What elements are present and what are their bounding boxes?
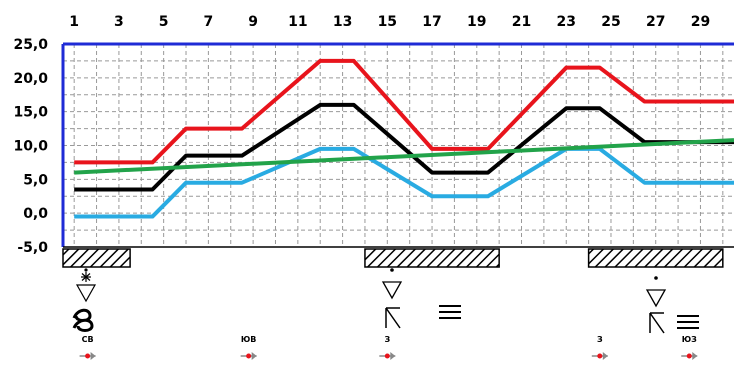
drifting-snow-icon (72, 308, 94, 332)
x-tick-label: 7 (204, 14, 214, 30)
y-tick-label: 20,0 (13, 71, 48, 87)
wind-arrow-icon (379, 352, 396, 360)
x-tick-label: 13 (333, 14, 352, 30)
x-tick-labels: 1 3 5 7 9 11 13 15 17 19 21 23 25 27 29 (69, 14, 710, 30)
wind-arrow-icon (79, 352, 96, 360)
x-tick-label: 1 (69, 14, 79, 30)
wind-indicators: СВ ЮВ З З ЮЗ (79, 335, 698, 360)
x-tick-label: 17 (422, 14, 441, 30)
x-tick-label: 23 (557, 14, 576, 30)
x-tick-label: 3 (114, 14, 124, 30)
precipitation-bars (62, 248, 724, 268)
fog-icon (439, 305, 461, 319)
x-tick-label: 15 (378, 14, 397, 30)
y-tick-label: 0,0 (23, 206, 48, 222)
wind-arrow-icon (681, 352, 698, 360)
x-tick-label: 5 (159, 14, 169, 30)
thunderstorm-icon (649, 312, 665, 334)
precipitation-bar (364, 248, 500, 268)
y-tick-label: 25,0 (13, 37, 48, 53)
precipitation-bar (587, 248, 724, 268)
y-tick-labels: 25,0 20,0 15,0 10,0 5,0 0,0 -5,0 (13, 37, 48, 256)
axes (61, 42, 734, 248)
snow-shower-icon (381, 268, 403, 300)
series-lines (74, 58, 734, 219)
snow-shower-icon (645, 276, 667, 308)
x-tick-label: 9 (248, 14, 258, 30)
wind-arrow-icon (591, 352, 608, 360)
x-tick-label: 29 (691, 14, 710, 30)
wind-direction-label: З (384, 335, 390, 344)
y-tick-label: 5,0 (23, 172, 48, 188)
thunderstorm-icon (385, 307, 401, 329)
wind-direction-label: З (597, 335, 603, 344)
wind-arrow-icon (240, 352, 257, 360)
series-line (74, 102, 734, 192)
wind-direction-label: ЮЗ (682, 335, 697, 344)
snow-shower-icon (75, 268, 97, 303)
series-line (74, 138, 734, 175)
precipitation-bar (62, 248, 131, 268)
fog-icon (677, 315, 699, 329)
series-line (74, 58, 734, 165)
y-tick-label: 10,0 (13, 139, 48, 155)
x-tick-label: 21 (512, 14, 531, 30)
x-tick-label: 25 (601, 14, 620, 30)
y-tick-label: -5,0 (17, 240, 48, 256)
wind-direction-label: СВ (82, 335, 94, 344)
wind-direction-label: ЮВ (241, 335, 257, 344)
x-tick-label: 27 (646, 14, 665, 30)
x-tick-label: 19 (467, 14, 486, 30)
series-line (74, 146, 734, 219)
y-tick-label: 15,0 (13, 105, 48, 121)
x-tick-label: 11 (288, 14, 307, 30)
